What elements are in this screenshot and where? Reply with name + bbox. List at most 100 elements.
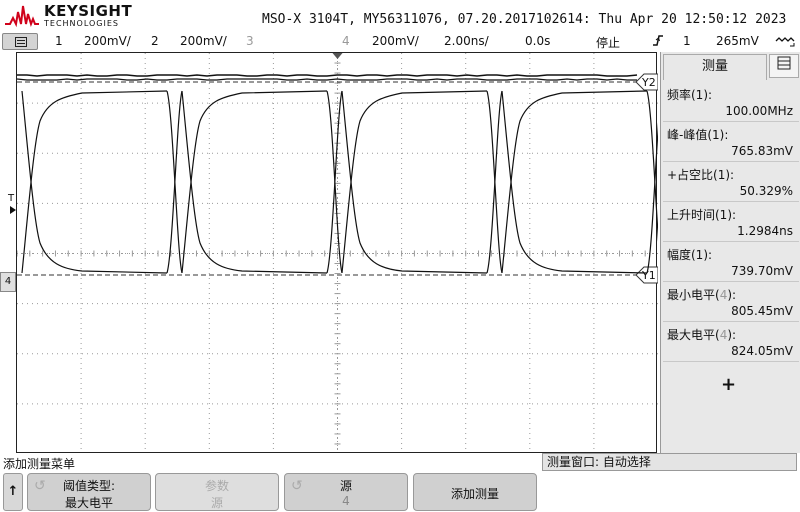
- ch1-falling-edge-trace: [21, 90, 168, 274]
- measurement-panel: 测量 频率(1): 100.00MHz 峰-峰值(1): 765.83mV +占…: [660, 52, 800, 453]
- brand-sub: TECHNOLOGIES: [44, 19, 119, 28]
- cursor-y2-label: Y2: [641, 76, 656, 89]
- ch3-number[interactable]: 3: [246, 34, 254, 48]
- measurement-label: 最大电平(4):: [667, 326, 736, 343]
- label-source: 4: [719, 288, 728, 302]
- brand-name: KEYSIGHT: [44, 2, 133, 20]
- ch1-crossing-trace: [326, 90, 343, 274]
- ch1-number[interactable]: 1: [55, 34, 63, 48]
- delay[interactable]: 0.0s: [525, 34, 551, 48]
- trigger-marker-label: T: [8, 193, 15, 204]
- trigger-position-marker: T: [8, 193, 14, 204]
- measurement-label: 幅度(1):: [667, 248, 713, 262]
- cursor-y1-tag: [635, 266, 658, 284]
- measure-window-status: 测量窗口: 自动选择: [542, 453, 797, 471]
- measurement-value: 824.05mV: [731, 344, 793, 358]
- softkey-line1: 添加测量: [450, 487, 499, 501]
- ch1-crossing-trace: [646, 90, 658, 242]
- measurement-label: 上升时间(1):: [667, 208, 737, 222]
- label-suffix: ):: [727, 328, 737, 342]
- status-bar: 添加测量菜单 测量窗口: 自动选择: [0, 453, 800, 472]
- measurement-item[interactable]: 峰-峰值(1): 765.83mV: [663, 122, 799, 162]
- ch4-ground-marker[interactable]: 4: [0, 272, 16, 292]
- trigger-channel[interactable]: 1: [683, 34, 691, 48]
- softkey-bar: ↑ ↺ 阈值类型: 最大电平 参数 源 ↺ 源 4 添加测量: [0, 472, 800, 512]
- trigger-arrow-icon: [10, 206, 16, 214]
- measurement-item[interactable]: 上升时间(1): 1.2984ns: [663, 202, 799, 242]
- trigger-level[interactable]: 265mV: [716, 34, 759, 48]
- channel-bar: 1 200mV/ 2 200mV/ 3 4 200mV/ 2.00ns/ 0.0…: [0, 32, 800, 52]
- trigger-top-marker: [332, 53, 343, 59]
- measurement-label: 频率(1):: [667, 88, 713, 102]
- measurement-value: 739.70mV: [731, 264, 793, 278]
- ch1-falling-edge-trace: [341, 90, 488, 274]
- ch1-scale[interactable]: 200mV/: [84, 34, 131, 48]
- source-softkey[interactable]: ↺ 源 4: [284, 473, 408, 511]
- measurement-item[interactable]: 幅度(1): 739.70mV: [663, 242, 799, 282]
- measurement-item[interactable]: 最小电平(4): 805.45mV: [663, 282, 799, 322]
- threshold-type-softkey[interactable]: ↺ 阈值类型: 最大电平: [27, 473, 151, 511]
- ch2-scale[interactable]: 200mV/: [180, 34, 227, 48]
- knob-icon: ↺: [34, 478, 46, 494]
- timebase[interactable]: 2.00ns/: [444, 34, 489, 48]
- header-bar: KEYSIGHT TECHNOLOGIES MSO-X 3104T, MY563…: [0, 0, 800, 32]
- measurement-item[interactable]: 最大电平(4): 824.05mV: [663, 322, 799, 362]
- cursor-y1-label: Y1: [641, 269, 656, 282]
- label-suffix: ):: [727, 288, 737, 302]
- ch1-crossing-trace: [646, 122, 658, 274]
- measurement-value: 50.329%: [739, 184, 793, 198]
- label-source: 4: [719, 328, 728, 342]
- ch4-number[interactable]: 4: [342, 34, 350, 48]
- softkey-line2: 4: [342, 494, 350, 508]
- label-prefix: 最大电平(: [667, 328, 720, 342]
- softkey-line1: 参数: [204, 479, 229, 493]
- trigger-slope-icon: [653, 35, 663, 46]
- grid-icon: [777, 56, 791, 70]
- knob-icon: ↺: [291, 478, 303, 494]
- cursor-y2-tag: [635, 73, 658, 91]
- tab-measure[interactable]: 测量: [663, 54, 767, 80]
- label-prefix: 最小电平(: [667, 288, 720, 302]
- menu-up-button[interactable]: ↑: [3, 473, 23, 511]
- ch1-crossing-trace: [486, 90, 503, 274]
- measurement-value: 805.45mV: [731, 304, 793, 318]
- settings-grid-icon[interactable]: [769, 54, 799, 78]
- keysight-wave-icon: [5, 5, 39, 28]
- ch1-rising-edge-trace: [21, 90, 168, 274]
- parameter-source-softkey[interactable]: 参数 源: [155, 473, 279, 511]
- ch1-falling-edge-trace: [181, 90, 328, 274]
- waveform-display[interactable]: Y2 Y1: [16, 52, 658, 454]
- main-menu-button[interactable]: [2, 33, 38, 50]
- ch1-falling-edge-trace: [501, 90, 648, 274]
- measurement-label: +占空比(1):: [667, 168, 735, 182]
- measurement-value: 100.00MHz: [725, 104, 793, 118]
- measurement-value: 765.83mV: [731, 144, 793, 158]
- ch4-scale[interactable]: 200mV/: [372, 34, 419, 48]
- run-state[interactable]: 停止: [596, 36, 621, 50]
- panel-tabs: 测量: [661, 52, 800, 80]
- measurement-list: 频率(1): 100.00MHz 峰-峰值(1): 765.83mV +占空比(…: [663, 82, 799, 362]
- ch4-trace-lower: [17, 78, 637, 81]
- loop-arrows-icon: [775, 37, 795, 47]
- ch1-rising-edge-trace: [181, 90, 328, 274]
- add-measurement-softkey[interactable]: 添加测量: [413, 473, 537, 511]
- ch1-rising-edge-trace: [341, 90, 488, 274]
- measurement-loop-icon[interactable]: [774, 34, 796, 52]
- measurement-label: 最小电平(4):: [667, 286, 736, 303]
- measurement-item[interactable]: +占空比(1): 50.329%: [663, 162, 799, 202]
- ch1-crossing-trace: [166, 90, 183, 274]
- measurement-item[interactable]: 频率(1): 100.00MHz: [663, 82, 799, 122]
- softkey-line1: 阈值类型:: [62, 479, 116, 493]
- menu-title: 添加测量菜单: [3, 457, 76, 471]
- keysight-logo: KEYSIGHT TECHNOLOGIES: [4, 2, 134, 30]
- measurement-label: 峰-峰值(1):: [667, 128, 729, 142]
- ground-marker-label: 4: [4, 276, 12, 287]
- ch2-number[interactable]: 2: [151, 34, 159, 48]
- add-measurement-plus-icon[interactable]: +: [721, 374, 737, 395]
- softkey-line2: 源: [210, 496, 223, 510]
- softkey-line2: 最大电平: [64, 496, 113, 510]
- instrument-title: MSO-X 3104T, MY56311076, 07.20.201710261…: [262, 12, 787, 27]
- ch1-rising-edge-trace: [501, 90, 648, 274]
- ch4-trace-upper: [17, 74, 638, 77]
- menu-icon: [15, 37, 27, 47]
